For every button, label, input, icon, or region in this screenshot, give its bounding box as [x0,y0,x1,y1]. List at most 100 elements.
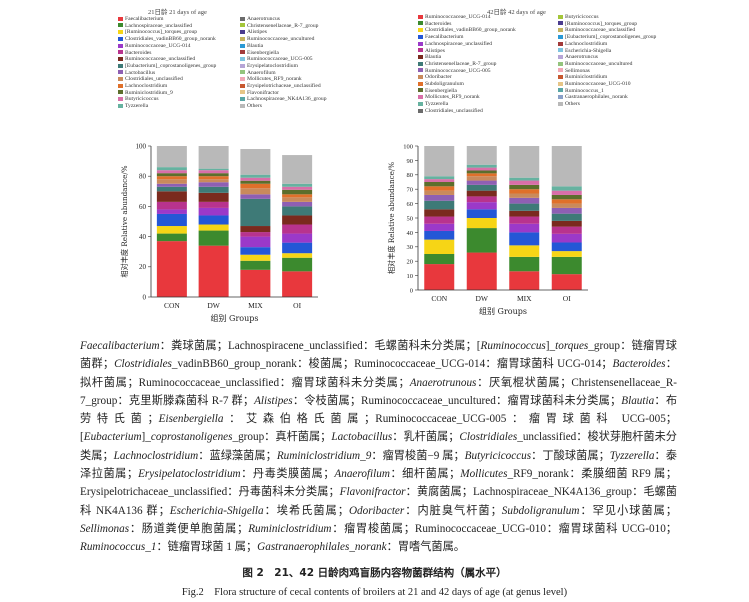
bar-segment [240,269,271,297]
legend-swatch [118,70,123,75]
legend-swatch [418,108,423,113]
legend-label: Alistipes [425,47,445,54]
legend-entry: Bacteroides [418,21,516,28]
bar-segment [551,256,582,275]
bar-segment [509,203,540,211]
legend-label: Christensenellaceae_R-7_group [247,22,319,29]
figure-caption-en: Fig.2 Flora structure of cecal contents … [181,587,568,598]
legend-swatch [240,56,245,61]
bar-segment [240,194,271,199]
bar-segment [424,176,455,180]
bar-segment [509,193,540,198]
legend-swatch [240,97,245,102]
legend-swatch [558,48,563,53]
legend-label: Clostridiales_vadinBB60_group_norank [125,36,216,43]
legend-swatch [118,43,123,48]
bar-segment [156,209,187,214]
bar-segment [156,191,187,202]
legend-label: Ruminococcaceae_UCG-014 [125,42,191,49]
legend-entry: Ruminococcaceae_unclassified [558,27,656,34]
x-tick-label: OI [293,301,301,310]
y-tick-label: 80 [407,172,414,179]
legend-swatch [418,68,423,73]
legend-entry: Blautia [240,43,327,50]
bar-segment [240,177,271,181]
bar-segment [424,209,455,217]
legend-label: Sellimonas [565,67,590,74]
bar-segment [551,146,582,187]
legend-swatch [418,54,423,59]
legend-label: Alistipes [247,29,267,36]
bar-segment [466,167,497,171]
bar-segment [198,146,229,169]
legend-entry: Faecalibacterium [118,16,216,23]
bar-segment [282,206,313,216]
legend-label: Ruminiclostridium [565,74,608,81]
legend-label: Clostridiales_vadinBB60_group_norank [425,27,516,34]
legend-swatch [240,83,245,88]
bar-segment [282,257,313,272]
legend-swatch [118,83,123,88]
legend-label: Others [247,103,262,110]
y-tick-label: 20 [407,259,414,266]
legend-entry: Tyzzerella [418,101,516,108]
legend-swatch [118,30,123,35]
legend-swatch [118,90,123,95]
legend-label: Lachnospiraceae_NK4A136_group [247,96,327,103]
bar-segment [509,256,540,272]
bar-segment [198,230,229,246]
bar-segment [551,194,582,200]
legend-swatch [118,36,123,41]
x-tick-label: OI [563,294,571,303]
legend-label: Mollicutes_RF9_norank [425,94,480,101]
legend-label: Ruminococcaceae_UCG-005 [247,56,313,63]
bar-segment [551,233,582,243]
legend-label: Odoribacter [425,74,452,81]
bar-segment [551,199,582,204]
legend-swatch [418,21,423,26]
y-axis-label: 相对丰度 Relative abundance/% [387,162,396,274]
legend-entry: Butyricicoccus [118,96,216,103]
legend-swatch [118,50,123,55]
bar-segment [424,194,455,201]
figure-caption-zh: 图 2 21、42 日龄肉鸡盲肠内容物菌群结构（属水平） [242,567,507,579]
legend-entry: Christensenellaceae_R-7_group [240,23,327,30]
legend-label: Lactobacillus [125,69,156,76]
legend-entry: Ruminococcus_1 [558,88,656,95]
legend-label: Lachnoclostridium [125,83,168,90]
y-tick-label: 40 [139,233,147,241]
bar-segment [198,176,229,180]
legend-entry: Clostridiales_unclassified [118,76,216,83]
legend-swatch [558,21,563,26]
bar-segment [424,264,455,290]
y-tick-label: 100 [136,142,147,150]
legend-entry: Anaerotruncus [240,16,327,23]
legend-entry: Lactobacillus [118,70,216,77]
legend-entry: Butyricicoccus [558,14,656,21]
legend-swatch [240,70,245,75]
legend-swatch [240,77,245,82]
legend-label: Lachnoclostridium [565,40,608,47]
bar-segment [551,251,582,257]
x-tick-label: DW [207,301,220,310]
legend-label: Ruminococcaceae_unclassified [565,27,636,34]
legend-entry: Lachnoclostridium [558,41,656,48]
legend-entry: Odoribacter [418,74,516,81]
legend-label: Eisenbergiella [425,87,457,94]
legend-swatch [240,90,245,95]
legend-entry: Lachnoclostridium [118,83,216,90]
bar-segment [282,242,313,254]
legend-label: Butyricicoccus [565,14,599,20]
y-axis-label: 相对丰度 Relative abundance/% [120,165,129,277]
y-tick-label: 40 [407,230,414,237]
legend-label: Bacteroides [125,49,152,56]
bar-segment [424,146,455,177]
legend-entry: Clostridiales_vadinBB60_group_norank [118,36,216,43]
bar-segment [466,196,497,203]
bar-segment [466,176,497,181]
bar-segment [509,245,540,257]
y-tick-label: 100 [403,143,413,150]
y-tick-label: 90 [407,158,414,165]
bar-segment [466,252,497,290]
legend-label: Christensenellaceae_R-7_group [425,60,497,67]
